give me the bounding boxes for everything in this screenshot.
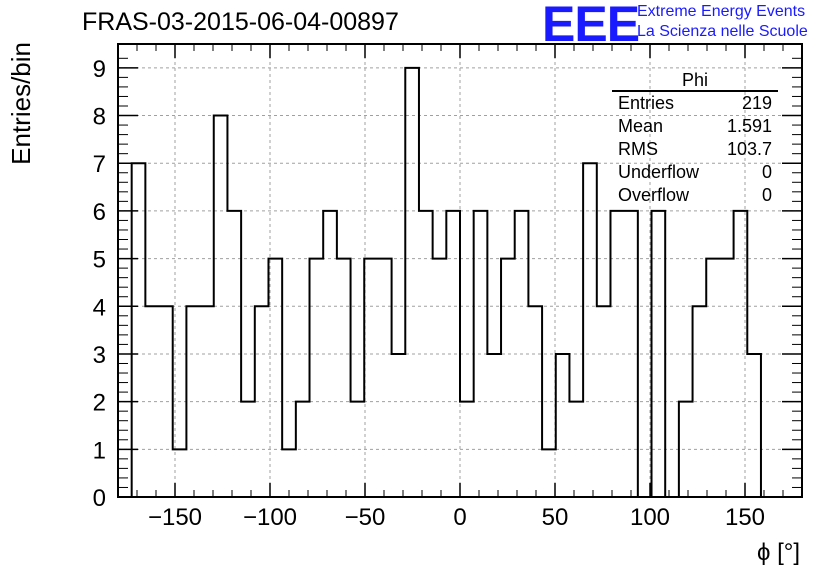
histogram-bin: [159, 306, 173, 497]
histogram-bin: [652, 211, 666, 497]
histogram-bin: [132, 163, 146, 497]
histogram-bin: [364, 259, 378, 497]
stats-box: Phi Entries 219 Mean 1.591 RMS 103.7 Und…: [610, 70, 778, 207]
y-tick-label: 3: [93, 342, 106, 369]
y-axis-label: Entries/bin: [6, 42, 36, 165]
histogram-bin: [515, 211, 529, 497]
histogram-bin: [597, 306, 611, 497]
stats-row-underflow: Underflow 0: [610, 161, 778, 184]
histogram-bin: [337, 259, 351, 497]
x-tick-label: 0: [453, 504, 466, 531]
histogram-bin: [310, 259, 324, 497]
histogram-outline: [130, 66, 762, 498]
histogram-bin: [323, 211, 337, 497]
x-tick-label: 100: [630, 504, 670, 531]
stats-row-rms: RMS 103.7: [610, 138, 778, 161]
stats-value: 0: [761, 185, 772, 205]
stats-value: 219: [741, 93, 772, 113]
stats-label: Mean: [618, 116, 664, 136]
x-tick-label: 50: [542, 504, 569, 531]
y-tick-label: 9: [93, 56, 106, 83]
histogram-bin: [693, 306, 707, 497]
stats-row-mean: Mean 1.591: [610, 115, 778, 138]
x-tick-label: −150: [148, 504, 202, 531]
logo-line-1: Extreme Energy Events: [637, 3, 806, 20]
histogram-steps: [130, 66, 762, 498]
stats-title: Phi: [612, 70, 778, 92]
histogram-bin: [720, 259, 734, 497]
x-tick-labels: −150 −100 −50 0 50 100 150: [148, 504, 765, 531]
histogram-bin: [679, 402, 693, 497]
stats-value: 1.591: [726, 116, 772, 136]
histogram-bin: [556, 354, 570, 497]
y-tick-label: 5: [93, 247, 106, 274]
x-axis-label: ϕ [°]: [757, 539, 800, 566]
histogram-bin: [734, 211, 748, 497]
histogram-bin: [706, 259, 720, 497]
axis-ticks: [118, 44, 802, 498]
histogram-bin: [378, 259, 392, 497]
histogram-bin: [405, 68, 419, 497]
histogram-bin: [624, 211, 638, 497]
histogram-bin: [542, 449, 556, 497]
y-tick-label: 4: [93, 294, 106, 321]
histogram-bin: [747, 354, 761, 497]
histogram-bin: [351, 402, 365, 497]
x-tick-label: 150: [725, 504, 765, 531]
stats-label: Entries: [618, 93, 675, 113]
histogram-bin: [501, 259, 515, 497]
stats-value: 0: [761, 162, 772, 182]
y-tick-labels: 0 1 2 3 4 5 6 7 8 9: [93, 56, 106, 512]
stats-value: 103.7: [726, 139, 772, 159]
eee-logo-mark: EEE: [542, 0, 640, 52]
x-tick-label: −50: [345, 504, 386, 531]
histogram-bin: [296, 402, 310, 497]
histogram-bin: [583, 163, 597, 497]
histogram-bin: [186, 306, 200, 497]
histogram-bin: [569, 402, 583, 497]
y-tick-label: 2: [93, 390, 106, 417]
histogram-bin: [610, 211, 624, 497]
histogram-bin: [268, 259, 282, 497]
histogram-bin: [214, 116, 228, 497]
histogram-bin: [419, 211, 433, 497]
histogram-bin: [446, 211, 460, 497]
y-tick-label: 0: [93, 485, 106, 512]
histogram-bin: [282, 449, 296, 497]
y-tick-label: 8: [93, 104, 106, 131]
histogram-bin: [255, 306, 269, 497]
histogram-bin: [474, 211, 488, 497]
stats-label: RMS: [618, 139, 658, 159]
histogram-bin: [487, 354, 501, 497]
histogram-bin: [460, 402, 474, 497]
y-tick-label: 7: [93, 151, 106, 178]
histogram-bin: [241, 402, 255, 497]
histogram-bin: [392, 354, 406, 497]
histogram-bin: [145, 306, 159, 497]
histogram-bin: [227, 211, 241, 497]
logo-line-2: La Scienza nelle Scuole: [637, 23, 808, 40]
stats-row-entries: Entries 219: [610, 92, 778, 115]
stats-label: Underflow: [618, 162, 700, 182]
eee-logo-text: Extreme Energy Events La Scienza nelle S…: [637, 2, 808, 42]
x-tick-label: −100: [243, 504, 297, 531]
stats-row-overflow: Overflow 0: [610, 184, 778, 207]
y-tick-label: 6: [93, 199, 106, 226]
chart-title: FRAS-03-2015-06-04-00897: [82, 8, 399, 36]
histogram-bin: [528, 306, 542, 497]
stats-label: Overflow: [618, 185, 690, 205]
y-tick-label: 1: [93, 437, 106, 464]
histogram-bin: [200, 306, 214, 497]
histogram-bin: [433, 259, 447, 497]
